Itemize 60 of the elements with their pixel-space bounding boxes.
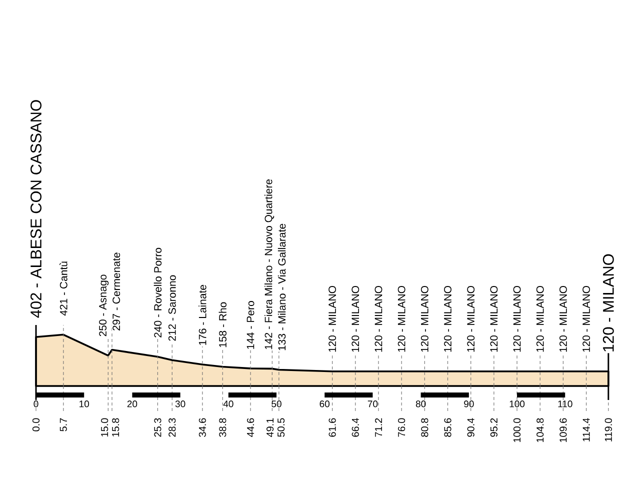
x-tick-label: 15.8 (112, 418, 120, 436)
x-tick-label: 5.7 (60, 418, 67, 432)
data-label: 120 - MILANO (374, 286, 382, 352)
x-tick-label: 114.4 (582, 418, 590, 442)
x-tick-label: 0.0 (32, 418, 40, 432)
data-label: 120 - MILANO (328, 286, 336, 352)
x2-tick-label: 110 (558, 400, 572, 408)
x-tick-label: 109.6 (560, 418, 567, 442)
x-tick-label: 25.3 (154, 418, 162, 437)
data-label: 120 - MILANO (398, 286, 406, 352)
x-tick-label: 15.0 (101, 418, 108, 436)
x2-tick-label: 70 (368, 400, 378, 408)
x2-tick-label: 40 (223, 400, 234, 408)
x-tick-label: 104.8 (536, 418, 544, 442)
x2-tick-label: 100 (510, 400, 525, 408)
x2-tick-label: 0 (34, 400, 38, 408)
data-label: 144 - Pero (246, 301, 254, 349)
x-tick-label: 44.6 (246, 418, 254, 438)
data-label: 120 - MILANO (352, 286, 360, 352)
x-tick-label: 49.1 (266, 418, 274, 438)
data-label: 212 - Saronno (168, 275, 176, 341)
x-tick-label: 100.0 (513, 418, 521, 442)
x-tick-label: 71.2 (374, 418, 382, 437)
x-tick-label: 38.8 (219, 418, 226, 437)
x2-tick-label: 30 (175, 400, 186, 408)
data-label: 240 - Rovello Porro (154, 248, 162, 338)
data-label: 250 - Asnago (99, 274, 109, 336)
data-label: 120 - MILANO (602, 254, 614, 352)
x2-tick-label: 80 (416, 400, 426, 408)
data-label: 120 - MILANO (559, 286, 567, 352)
x-tick-label: 50.5 (278, 418, 285, 437)
x-tick-label: 90.4 (467, 418, 474, 437)
x-tick-label: 28.3 (168, 418, 176, 437)
x2-tick-label: 20 (127, 400, 138, 408)
data-label: 402 - ALBESE CON CASSANO (30, 100, 42, 318)
data-label: 133 - Milano - Via Gallarate (278, 224, 286, 350)
x2-tick-label: 10 (80, 400, 90, 408)
data-label: 120 - MILANO (490, 286, 498, 352)
x-tick-label: 61.6 (328, 418, 336, 437)
x2-tick-label: 50 (272, 400, 282, 408)
data-label: 120 - MILANO (582, 286, 590, 352)
data-label: 120 - MILANO (444, 286, 452, 352)
data-label: 120 - MILANO (420, 286, 428, 352)
data-label: 120 - MILANO (513, 286, 521, 352)
x-tick-label: 95.2 (490, 418, 498, 437)
data-label: 142 - Fiera Milano - Nuovo Quartiere (264, 179, 274, 350)
data-label: 176 - Lainate (198, 284, 206, 345)
x-tick-label: 34.6 (198, 418, 206, 437)
data-label: 120 - MILANO (536, 286, 544, 352)
x-tick-label: 80.8 (421, 418, 428, 437)
data-label: 158 - Rho (218, 302, 226, 348)
data-label: 421 - Cantù (60, 262, 68, 316)
x-tick-label: 76.0 (398, 418, 406, 437)
data-label: 120 - MILANO (467, 286, 475, 352)
x2-tick-label: 90 (464, 400, 474, 408)
x2-tick-label: 60 (320, 400, 330, 408)
data-label: 297 - Cermenate (112, 252, 120, 330)
x-tick-label: 85.6 (444, 418, 452, 437)
x-tick-label: 66.4 (352, 418, 359, 437)
x-tick-label: 119.0 (604, 418, 612, 442)
